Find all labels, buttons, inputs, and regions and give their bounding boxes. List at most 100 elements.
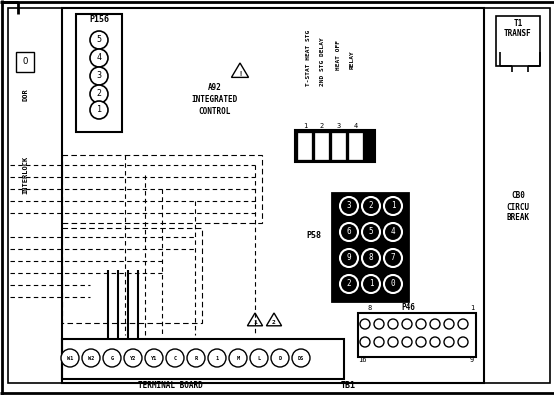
Circle shape [166,349,184,367]
Circle shape [360,337,370,347]
Circle shape [362,275,380,293]
Circle shape [103,349,121,367]
Text: G: G [110,356,114,361]
Circle shape [430,337,440,347]
Bar [62,8,484,383]
Circle shape [187,349,205,367]
Circle shape [250,349,268,367]
Circle shape [340,197,358,215]
Circle shape [271,349,289,367]
Bar [295,130,375,162]
Text: DS: DS [298,356,304,361]
Text: !: ! [238,71,242,77]
Text: 2: 2 [347,280,351,288]
Text: 8: 8 [368,305,372,311]
Text: 9: 9 [470,357,474,363]
Circle shape [402,319,412,329]
Text: 2: 2 [272,320,276,325]
Circle shape [61,349,79,367]
Text: 1: 1 [369,280,373,288]
Circle shape [208,349,226,367]
Text: 6: 6 [347,228,351,237]
Circle shape [362,249,380,267]
Text: W2: W2 [88,356,94,361]
Text: 7: 7 [391,254,396,263]
Text: 3: 3 [337,123,341,129]
Text: Y2: Y2 [130,356,136,361]
Text: 1: 1 [303,123,307,129]
Circle shape [145,349,163,367]
Circle shape [388,337,398,347]
Text: P156: P156 [89,15,109,24]
Circle shape [384,275,402,293]
Circle shape [374,337,384,347]
Circle shape [90,49,108,67]
Text: P58: P58 [306,231,321,241]
Text: A92: A92 [208,83,222,92]
Text: Y1: Y1 [151,356,157,361]
Circle shape [416,337,426,347]
Text: 16: 16 [358,357,366,363]
Text: P46: P46 [401,303,415,312]
Bar [8,8,62,383]
Text: RELAY: RELAY [350,51,355,70]
Text: TB1: TB1 [341,380,356,389]
Circle shape [384,249,402,267]
Circle shape [340,275,358,293]
Circle shape [458,337,468,347]
Bar [332,193,408,301]
Circle shape [82,349,100,367]
Text: 4: 4 [391,228,396,237]
Circle shape [444,337,454,347]
Circle shape [340,223,358,241]
Text: 1: 1 [391,201,396,211]
Text: 3: 3 [96,71,101,81]
Bar [358,313,476,357]
Circle shape [458,319,468,329]
Bar [315,133,328,159]
Text: T-STAT HEAT STG: T-STAT HEAT STG [305,30,310,86]
Circle shape [90,101,108,119]
Circle shape [360,319,370,329]
Text: 8: 8 [369,254,373,263]
Circle shape [90,31,108,49]
Text: D: D [279,356,281,361]
Text: 4: 4 [96,53,101,62]
Circle shape [430,319,440,329]
Text: W1: W1 [67,356,73,361]
Text: 2: 2 [369,201,373,211]
Bar [349,133,362,159]
Text: L: L [258,356,260,361]
Text: 2: 2 [96,90,101,98]
Circle shape [362,197,380,215]
Text: 1: 1 [216,356,219,361]
Bar [484,8,550,383]
Text: HEAT OFF: HEAT OFF [336,40,341,70]
Text: R: R [194,356,198,361]
Text: 1: 1 [253,320,257,325]
Text: 5: 5 [96,36,101,45]
Circle shape [362,223,380,241]
Circle shape [384,197,402,215]
Bar [496,16,540,66]
Circle shape [90,67,108,85]
Bar [332,133,345,159]
Circle shape [402,337,412,347]
Bar [62,155,262,223]
Text: 2: 2 [320,123,324,129]
Text: CIRCU: CIRCU [506,203,530,211]
Bar [16,52,34,72]
Circle shape [90,85,108,103]
Text: INTERLOCK: INTERLOCK [22,156,28,194]
Bar [62,339,344,379]
Bar [62,228,202,323]
Circle shape [340,249,358,267]
Circle shape [384,223,402,241]
Circle shape [388,319,398,329]
Text: 2ND STG DELAY: 2ND STG DELAY [320,38,325,87]
Circle shape [416,319,426,329]
Text: 4: 4 [354,123,358,129]
Text: TERMINAL BOARD: TERMINAL BOARD [137,380,202,389]
Circle shape [124,349,142,367]
Text: C: C [173,356,177,361]
